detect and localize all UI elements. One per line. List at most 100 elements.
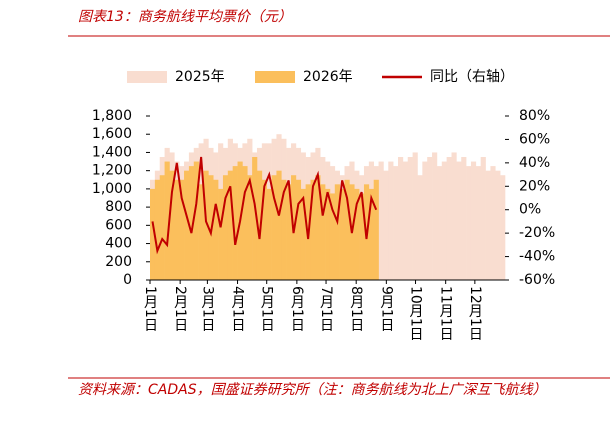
bar bbox=[354, 188, 360, 280]
bar bbox=[154, 179, 161, 280]
bar bbox=[286, 184, 292, 280]
x-tick-label: 5月1日 bbox=[259, 286, 275, 332]
bar bbox=[475, 166, 481, 280]
x-tick-label: 12月1日 bbox=[467, 286, 483, 341]
bar bbox=[490, 166, 496, 280]
x-tick-label: 9月1日 bbox=[378, 286, 394, 332]
bar bbox=[271, 175, 277, 280]
x-tick-label: 11月1日 bbox=[438, 286, 454, 341]
y2-tick-label: 80% bbox=[519, 108, 550, 124]
x-tick-label: 10月1日 bbox=[408, 286, 424, 341]
bar bbox=[188, 166, 195, 280]
legend-label: 2026年 bbox=[303, 69, 353, 85]
bar bbox=[252, 157, 258, 280]
x-tick-label: 2月1日 bbox=[172, 286, 188, 332]
chart-title: 图表13：商务航线平均票价（元） bbox=[78, 9, 292, 25]
yoy-line bbox=[151, 156, 378, 255]
bar bbox=[261, 179, 268, 280]
bar bbox=[407, 157, 413, 280]
bar bbox=[417, 175, 423, 280]
bar bbox=[456, 161, 462, 280]
y2-tick-label: 60% bbox=[519, 131, 550, 147]
y-tick-label: 0 bbox=[123, 272, 132, 288]
y-tick-label: 800 bbox=[105, 199, 132, 215]
y2-tick-label: -60% bbox=[519, 272, 555, 288]
legend-label: 同比（右轴） bbox=[430, 69, 514, 85]
bar bbox=[310, 179, 316, 280]
bar bbox=[281, 179, 287, 280]
bar bbox=[150, 188, 156, 280]
bar bbox=[393, 166, 399, 280]
x-tick-label: 8月1日 bbox=[348, 286, 364, 332]
bar bbox=[174, 179, 180, 280]
y-tick-label: 1,000 bbox=[92, 181, 132, 197]
bar bbox=[329, 193, 336, 280]
bar bbox=[383, 170, 389, 280]
bar bbox=[164, 161, 170, 280]
bar bbox=[422, 161, 428, 280]
bar bbox=[184, 170, 190, 280]
bar bbox=[232, 166, 238, 280]
bar bbox=[461, 157, 467, 280]
bar bbox=[339, 188, 345, 280]
y2-tick-label: -20% bbox=[519, 225, 555, 241]
bar bbox=[378, 161, 384, 280]
y-tick-label: 600 bbox=[105, 217, 132, 233]
bar bbox=[242, 166, 248, 280]
bar bbox=[213, 179, 219, 280]
bar bbox=[441, 161, 447, 280]
bar bbox=[325, 188, 331, 280]
bar bbox=[315, 175, 321, 280]
source-box: 资料来源：CADAS，国盛证券研究所（注：商务航线为北上广深互飞航线） bbox=[78, 382, 547, 398]
y2-tick-label: 20% bbox=[519, 178, 550, 194]
bar bbox=[466, 166, 472, 280]
bar bbox=[470, 161, 477, 280]
y-tick-label: 200 bbox=[105, 254, 132, 270]
bar bbox=[227, 170, 233, 280]
bar bbox=[218, 188, 224, 280]
bar bbox=[480, 157, 486, 280]
bar bbox=[388, 161, 394, 280]
bar bbox=[300, 188, 306, 280]
y-tick-label: 1,400 bbox=[92, 144, 132, 160]
x-tick-label: 1月1日 bbox=[142, 286, 158, 332]
bar bbox=[500, 175, 506, 280]
bar bbox=[222, 175, 229, 280]
x-tick-label: 4月1日 bbox=[230, 286, 246, 332]
bar bbox=[446, 157, 452, 280]
source: 资料来源：CADAS，国盛证券研究所（注：商务航线为北上广深互飞航线） bbox=[78, 382, 547, 398]
bar bbox=[412, 152, 418, 280]
bar bbox=[169, 170, 175, 280]
y2-tick-label: -40% bbox=[519, 249, 555, 265]
bar bbox=[256, 170, 263, 280]
x-tick-label: 6月1日 bbox=[289, 286, 305, 332]
bar bbox=[295, 179, 302, 280]
bar bbox=[398, 157, 404, 280]
legend-swatch bbox=[127, 71, 167, 83]
bar bbox=[432, 152, 438, 280]
x-tick-label: 7月1日 bbox=[318, 286, 334, 332]
bar bbox=[159, 175, 165, 280]
bar bbox=[359, 193, 365, 280]
bar bbox=[276, 170, 282, 280]
bar bbox=[198, 184, 204, 280]
bar bbox=[203, 170, 209, 280]
x-tick-label: 3月1日 bbox=[199, 286, 215, 332]
bar bbox=[436, 166, 443, 280]
bar bbox=[368, 188, 374, 280]
bar bbox=[344, 179, 350, 280]
bar bbox=[427, 157, 433, 280]
y2-tick-label: 0% bbox=[519, 202, 541, 218]
bar bbox=[179, 179, 185, 280]
legend-swatch bbox=[255, 71, 295, 83]
y-tick-label: 1,200 bbox=[92, 163, 132, 179]
bar bbox=[266, 188, 272, 280]
y-tick-label: 1,800 bbox=[92, 108, 132, 124]
bar bbox=[402, 161, 409, 280]
bar bbox=[485, 170, 491, 280]
y-tick-label: 400 bbox=[105, 236, 132, 252]
bar bbox=[334, 184, 340, 280]
bar bbox=[451, 152, 457, 280]
bar bbox=[320, 184, 326, 280]
bar bbox=[193, 161, 199, 280]
